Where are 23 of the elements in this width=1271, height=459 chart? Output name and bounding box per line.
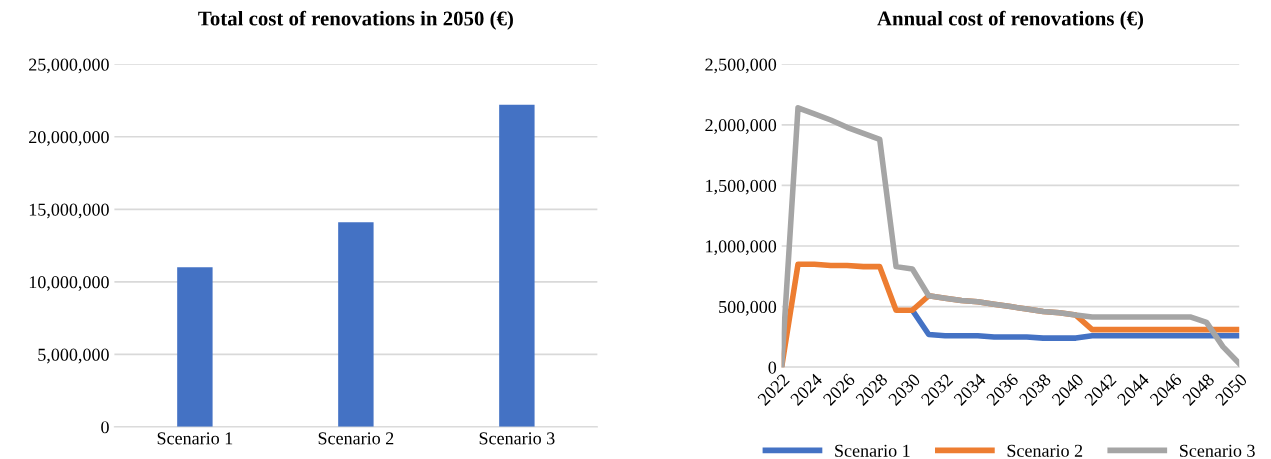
y-tick-label: 0 [768, 361, 777, 374]
y-tick-label: 500,000 [719, 300, 777, 316]
y-tick-label: 25,000,000 [29, 58, 109, 74]
x-tick-label: Scenario 1 [157, 432, 233, 445]
y-tick-label: 10,000,000 [29, 276, 109, 291]
bar [499, 104, 535, 427]
bar [338, 222, 374, 427]
y-tick-label: 20,000,000 [29, 131, 109, 146]
legend-label: Scenario 2 [1007, 444, 1083, 457]
chart-title: Total cost of renovations in 2050 (€) [198, 10, 513, 30]
bar [177, 267, 213, 427]
x-tick-label: Scenario 2 [318, 432, 394, 445]
chart-title: Annual cost of renovations (€) [877, 10, 1144, 30]
legend-label: Scenario 1 [835, 444, 910, 457]
y-tick-label: 0 [101, 421, 109, 434]
y-tick-label: 1,500,000 [706, 179, 777, 195]
y-tick-label: 2,000,000 [705, 119, 777, 134]
y-tick-label: 2,500,000 [705, 58, 777, 74]
legend-label: Scenario 3 [1180, 444, 1255, 457]
y-tick-label: 5,000,000 [38, 348, 109, 364]
x-tick-label: Scenario 3 [479, 432, 555, 445]
y-tick-label: 15,000,000 [29, 203, 109, 219]
y-tick-label: 1,000,000 [706, 240, 777, 256]
